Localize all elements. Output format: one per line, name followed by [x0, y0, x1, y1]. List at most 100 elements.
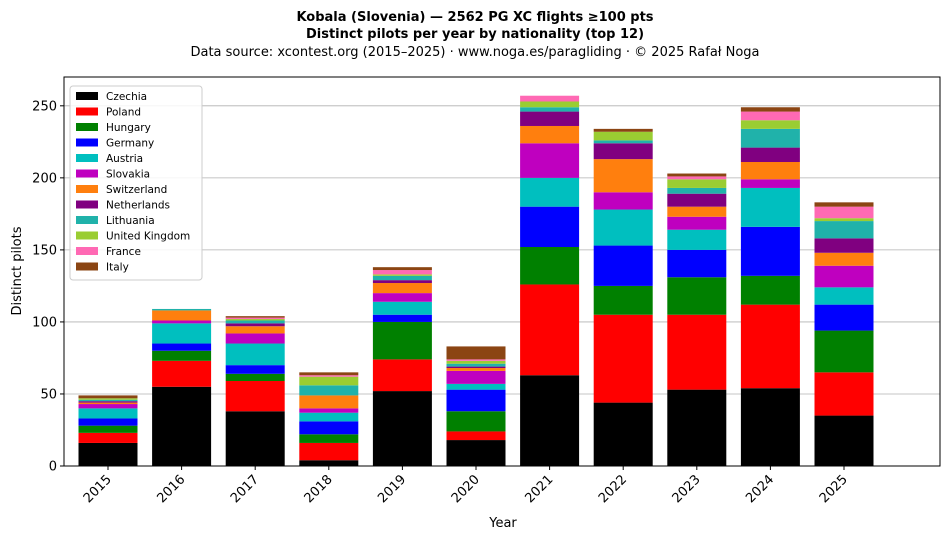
- bar-segment: [225, 380, 285, 412]
- bar-segment: [225, 326, 285, 334]
- bar-segment: [299, 434, 359, 443]
- x-tick-label: 2022: [596, 472, 630, 506]
- legend-swatch: [76, 107, 98, 116]
- x-tick-label: 2018: [302, 472, 336, 506]
- bar-segment: [446, 366, 506, 369]
- chart-title-line2: Distinct pilots per year by nationality …: [306, 27, 644, 42]
- bar-segment: [225, 411, 285, 466]
- bar-segment: [520, 95, 580, 102]
- legend-swatch: [76, 200, 98, 209]
- bar-segment: [299, 442, 359, 461]
- bar-segment: [225, 323, 285, 327]
- bar-segment: [225, 365, 285, 374]
- bar-segment: [225, 333, 285, 344]
- bar-segment: [446, 368, 506, 371]
- bar-segment: [740, 147, 800, 163]
- legend-label: Lithuania: [106, 215, 155, 227]
- bar-segment: [593, 245, 653, 286]
- chart-title-line1: Kobala (Slovenia) — 2562 PG XC flights ≥…: [296, 10, 653, 25]
- y-tick-label: 150: [32, 243, 57, 258]
- legend-swatch: [76, 138, 98, 147]
- bar-segment: [593, 192, 653, 210]
- chart-subtitle: Data source: xcontest.org (2015–2025) · …: [190, 45, 759, 60]
- bar-segment: [372, 283, 432, 294]
- bar-segment: [593, 143, 653, 160]
- bar-segment: [814, 415, 874, 466]
- bar-segment: [372, 301, 432, 315]
- bar-segment: [667, 277, 727, 315]
- bar-segment: [372, 270, 432, 275]
- bar-segment: [814, 372, 874, 416]
- bar-segment: [152, 320, 212, 324]
- bar-segment: [814, 206, 874, 219]
- bar-segment: [372, 280, 432, 284]
- bar-segment: [78, 442, 138, 466]
- legend-swatch: [76, 92, 98, 100]
- bar-segment: [667, 179, 727, 188]
- bar-segment: [299, 421, 359, 435]
- legend-label: United Kingdom: [106, 231, 190, 243]
- bar-segment: [667, 193, 727, 207]
- y-axis-label: Distinct pilots: [10, 226, 25, 315]
- x-tick-label: 2016: [154, 472, 188, 506]
- bar-segment: [446, 363, 506, 367]
- legend-swatch: [76, 231, 98, 240]
- bar-segment: [152, 343, 212, 351]
- x-tick-label: 2025: [817, 472, 851, 506]
- bar-segment: [814, 252, 874, 266]
- bar-segment: [814, 202, 874, 207]
- y-tick-label: 200: [32, 171, 57, 186]
- bar-segment: [740, 111, 800, 121]
- plot-frame: [63, 76, 941, 467]
- x-tick-label: 2020: [449, 472, 483, 506]
- bar-segment: [520, 177, 580, 207]
- bar-segment: [152, 323, 212, 344]
- legend-swatch: [76, 123, 98, 131]
- legend-label: France: [106, 246, 141, 258]
- bar-segment: [814, 238, 874, 253]
- bar-segment: [78, 398, 138, 400]
- bar-segment: [446, 431, 506, 441]
- bar-segment: [520, 284, 580, 376]
- legend-swatch: [76, 262, 98, 271]
- bar-segment: [372, 274, 432, 276]
- legend-label: Germany: [106, 138, 154, 150]
- bar-segment: [814, 221, 874, 239]
- bar-segment: [78, 399, 138, 402]
- legend-label: Austria: [106, 153, 143, 165]
- bar-segment: [593, 314, 653, 403]
- bar-segment: [78, 402, 138, 405]
- bar-segment: [593, 285, 653, 315]
- bar-segment: [152, 350, 212, 361]
- bar-segment: [372, 359, 432, 392]
- legend-label: Hungary: [106, 122, 151, 134]
- bar-segment: [299, 395, 359, 409]
- x-axis-label: Year: [488, 516, 517, 531]
- bar-segment: [814, 330, 874, 373]
- bar-segment: [299, 460, 359, 466]
- bar-segment: [593, 209, 653, 246]
- y-tick-label: 0: [49, 460, 57, 475]
- bar-segment: [667, 249, 727, 278]
- bar-segment: [520, 375, 580, 466]
- x-tick-label: 2019: [375, 472, 409, 506]
- legend-swatch: [76, 185, 98, 193]
- bar-segment: [667, 187, 727, 194]
- x-tick-label: 2015: [81, 472, 115, 506]
- y-tick-label: 250: [32, 99, 57, 114]
- bar-segment: [814, 265, 874, 288]
- bar-segment: [225, 320, 285, 324]
- bar-segment: [152, 360, 212, 387]
- bar-segment: [78, 425, 138, 433]
- bar-segment: [299, 408, 359, 413]
- y-axis: 0 50 100 150 200 250: [32, 99, 64, 475]
- bar-segment: [740, 388, 800, 466]
- bar-segment: [740, 226, 800, 276]
- bar-segment: [667, 216, 727, 230]
- bar-segment: [299, 376, 359, 386]
- bar-segment: [667, 173, 727, 177]
- legend-swatch: [76, 216, 98, 224]
- legend-swatch: [76, 169, 98, 178]
- bar-segment: [520, 247, 580, 285]
